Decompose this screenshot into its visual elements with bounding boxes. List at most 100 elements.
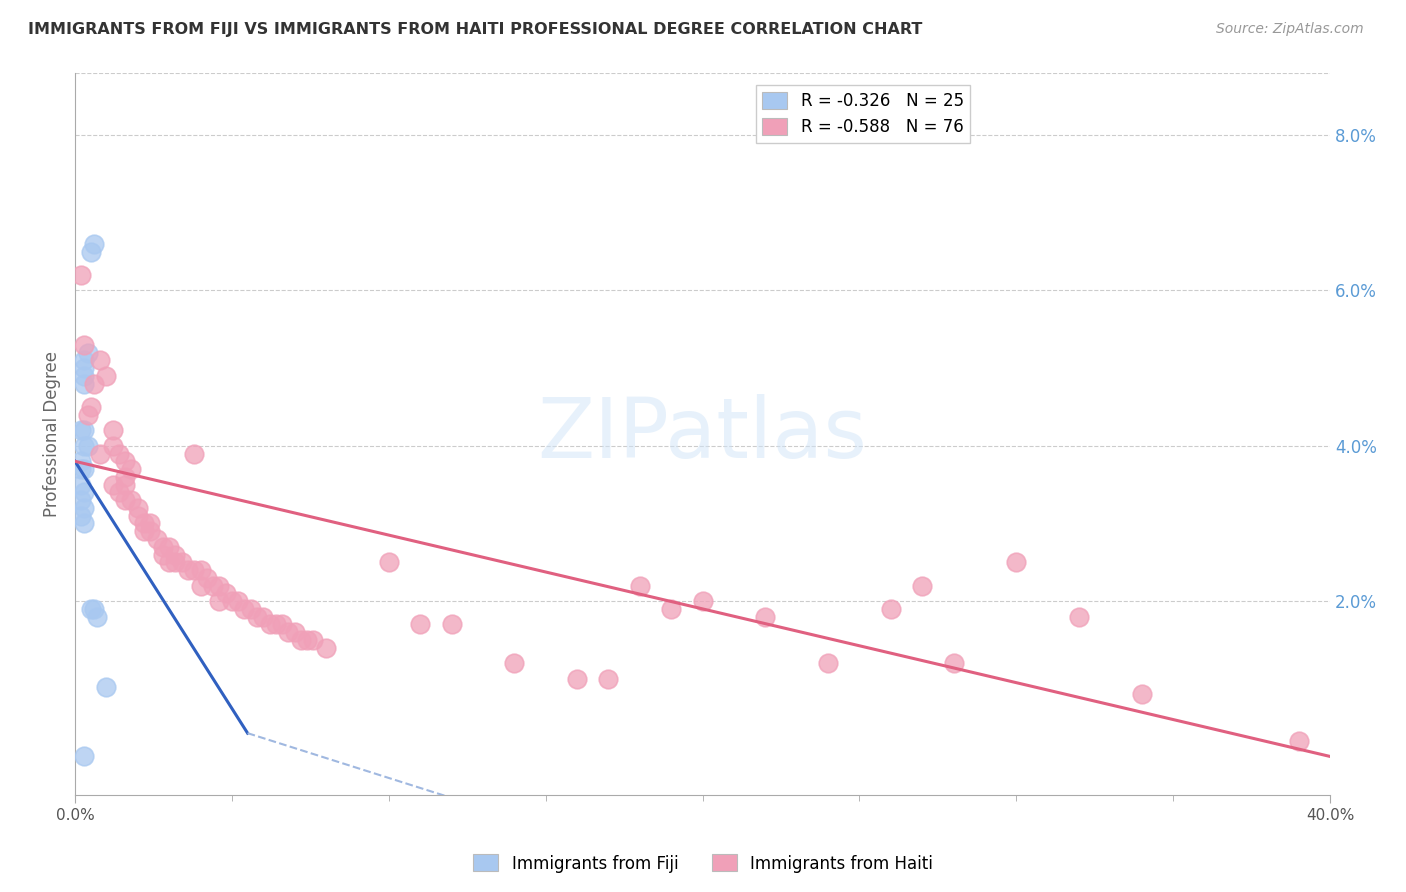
Point xyxy=(70,508,93,523)
Point xyxy=(70,454,93,468)
Point xyxy=(83,376,105,391)
Point xyxy=(101,439,124,453)
Point xyxy=(114,477,136,491)
Point xyxy=(101,477,124,491)
Point xyxy=(208,578,231,592)
Point xyxy=(132,516,155,531)
Point xyxy=(302,632,325,647)
Point xyxy=(628,578,651,592)
Point xyxy=(114,454,136,468)
Point xyxy=(157,555,180,569)
Point xyxy=(73,338,96,352)
Point xyxy=(165,555,187,569)
Point xyxy=(80,244,103,259)
Point xyxy=(183,563,205,577)
Point xyxy=(73,749,96,764)
Point xyxy=(70,493,93,508)
Point xyxy=(202,578,225,592)
Point xyxy=(127,508,149,523)
Point xyxy=(73,353,96,368)
Text: ZIPatlas: ZIPatlas xyxy=(537,393,868,475)
Point xyxy=(208,594,231,608)
Point xyxy=(121,493,143,508)
Point xyxy=(440,617,463,632)
Point xyxy=(409,617,432,632)
Point xyxy=(190,563,212,577)
Legend: Immigrants from Fiji, Immigrants from Haiti: Immigrants from Fiji, Immigrants from Ha… xyxy=(467,847,939,880)
Point xyxy=(378,555,401,569)
Point xyxy=(96,368,118,383)
Point xyxy=(76,439,98,453)
Y-axis label: Professional Degree: Professional Degree xyxy=(44,351,60,517)
Point xyxy=(70,423,93,437)
Point xyxy=(73,376,96,391)
Point xyxy=(73,423,96,437)
Point xyxy=(817,657,839,671)
Point xyxy=(80,602,103,616)
Point xyxy=(295,632,318,647)
Point xyxy=(121,462,143,476)
Point xyxy=(139,524,162,539)
Point xyxy=(259,617,281,632)
Point xyxy=(89,353,111,368)
Point xyxy=(165,548,187,562)
Point xyxy=(880,602,903,616)
Point xyxy=(692,594,714,608)
Point xyxy=(290,632,312,647)
Point xyxy=(659,602,682,616)
Point xyxy=(73,439,96,453)
Point xyxy=(108,446,131,460)
Point xyxy=(190,578,212,592)
Point xyxy=(73,462,96,476)
Point xyxy=(127,500,149,515)
Point xyxy=(195,571,218,585)
Point xyxy=(598,672,620,686)
Point xyxy=(284,625,307,640)
Point xyxy=(145,532,167,546)
Point xyxy=(70,462,93,476)
Point xyxy=(114,470,136,484)
Point xyxy=(170,555,193,569)
Point xyxy=(911,578,934,592)
Point xyxy=(183,446,205,460)
Point xyxy=(221,594,243,608)
Point xyxy=(157,540,180,554)
Point xyxy=(315,640,337,655)
Point xyxy=(246,609,269,624)
Legend: R = -0.326   N = 25, R = -0.588   N = 76: R = -0.326 N = 25, R = -0.588 N = 76 xyxy=(755,85,970,143)
Point xyxy=(73,485,96,500)
Point xyxy=(132,524,155,539)
Point xyxy=(1067,609,1090,624)
Point xyxy=(83,602,105,616)
Point xyxy=(271,617,294,632)
Point xyxy=(70,477,93,491)
Point xyxy=(89,446,111,460)
Point xyxy=(226,594,249,608)
Point xyxy=(83,236,105,251)
Point xyxy=(86,609,108,624)
Point xyxy=(152,548,174,562)
Point xyxy=(252,609,274,624)
Point xyxy=(264,617,287,632)
Point xyxy=(565,672,588,686)
Point xyxy=(754,609,776,624)
Point xyxy=(1288,734,1310,748)
Point xyxy=(277,625,299,640)
Point xyxy=(101,423,124,437)
Point xyxy=(73,368,96,383)
Point xyxy=(73,361,96,376)
Point xyxy=(73,516,96,531)
Point xyxy=(76,408,98,422)
Point xyxy=(239,602,262,616)
Point xyxy=(108,485,131,500)
Point xyxy=(139,516,162,531)
Point xyxy=(233,602,256,616)
Point xyxy=(503,657,526,671)
Point xyxy=(96,680,118,694)
Point xyxy=(114,493,136,508)
Point xyxy=(214,586,236,600)
Text: Source: ZipAtlas.com: Source: ZipAtlas.com xyxy=(1216,22,1364,37)
Point xyxy=(152,540,174,554)
Point xyxy=(80,400,103,414)
Point xyxy=(73,500,96,515)
